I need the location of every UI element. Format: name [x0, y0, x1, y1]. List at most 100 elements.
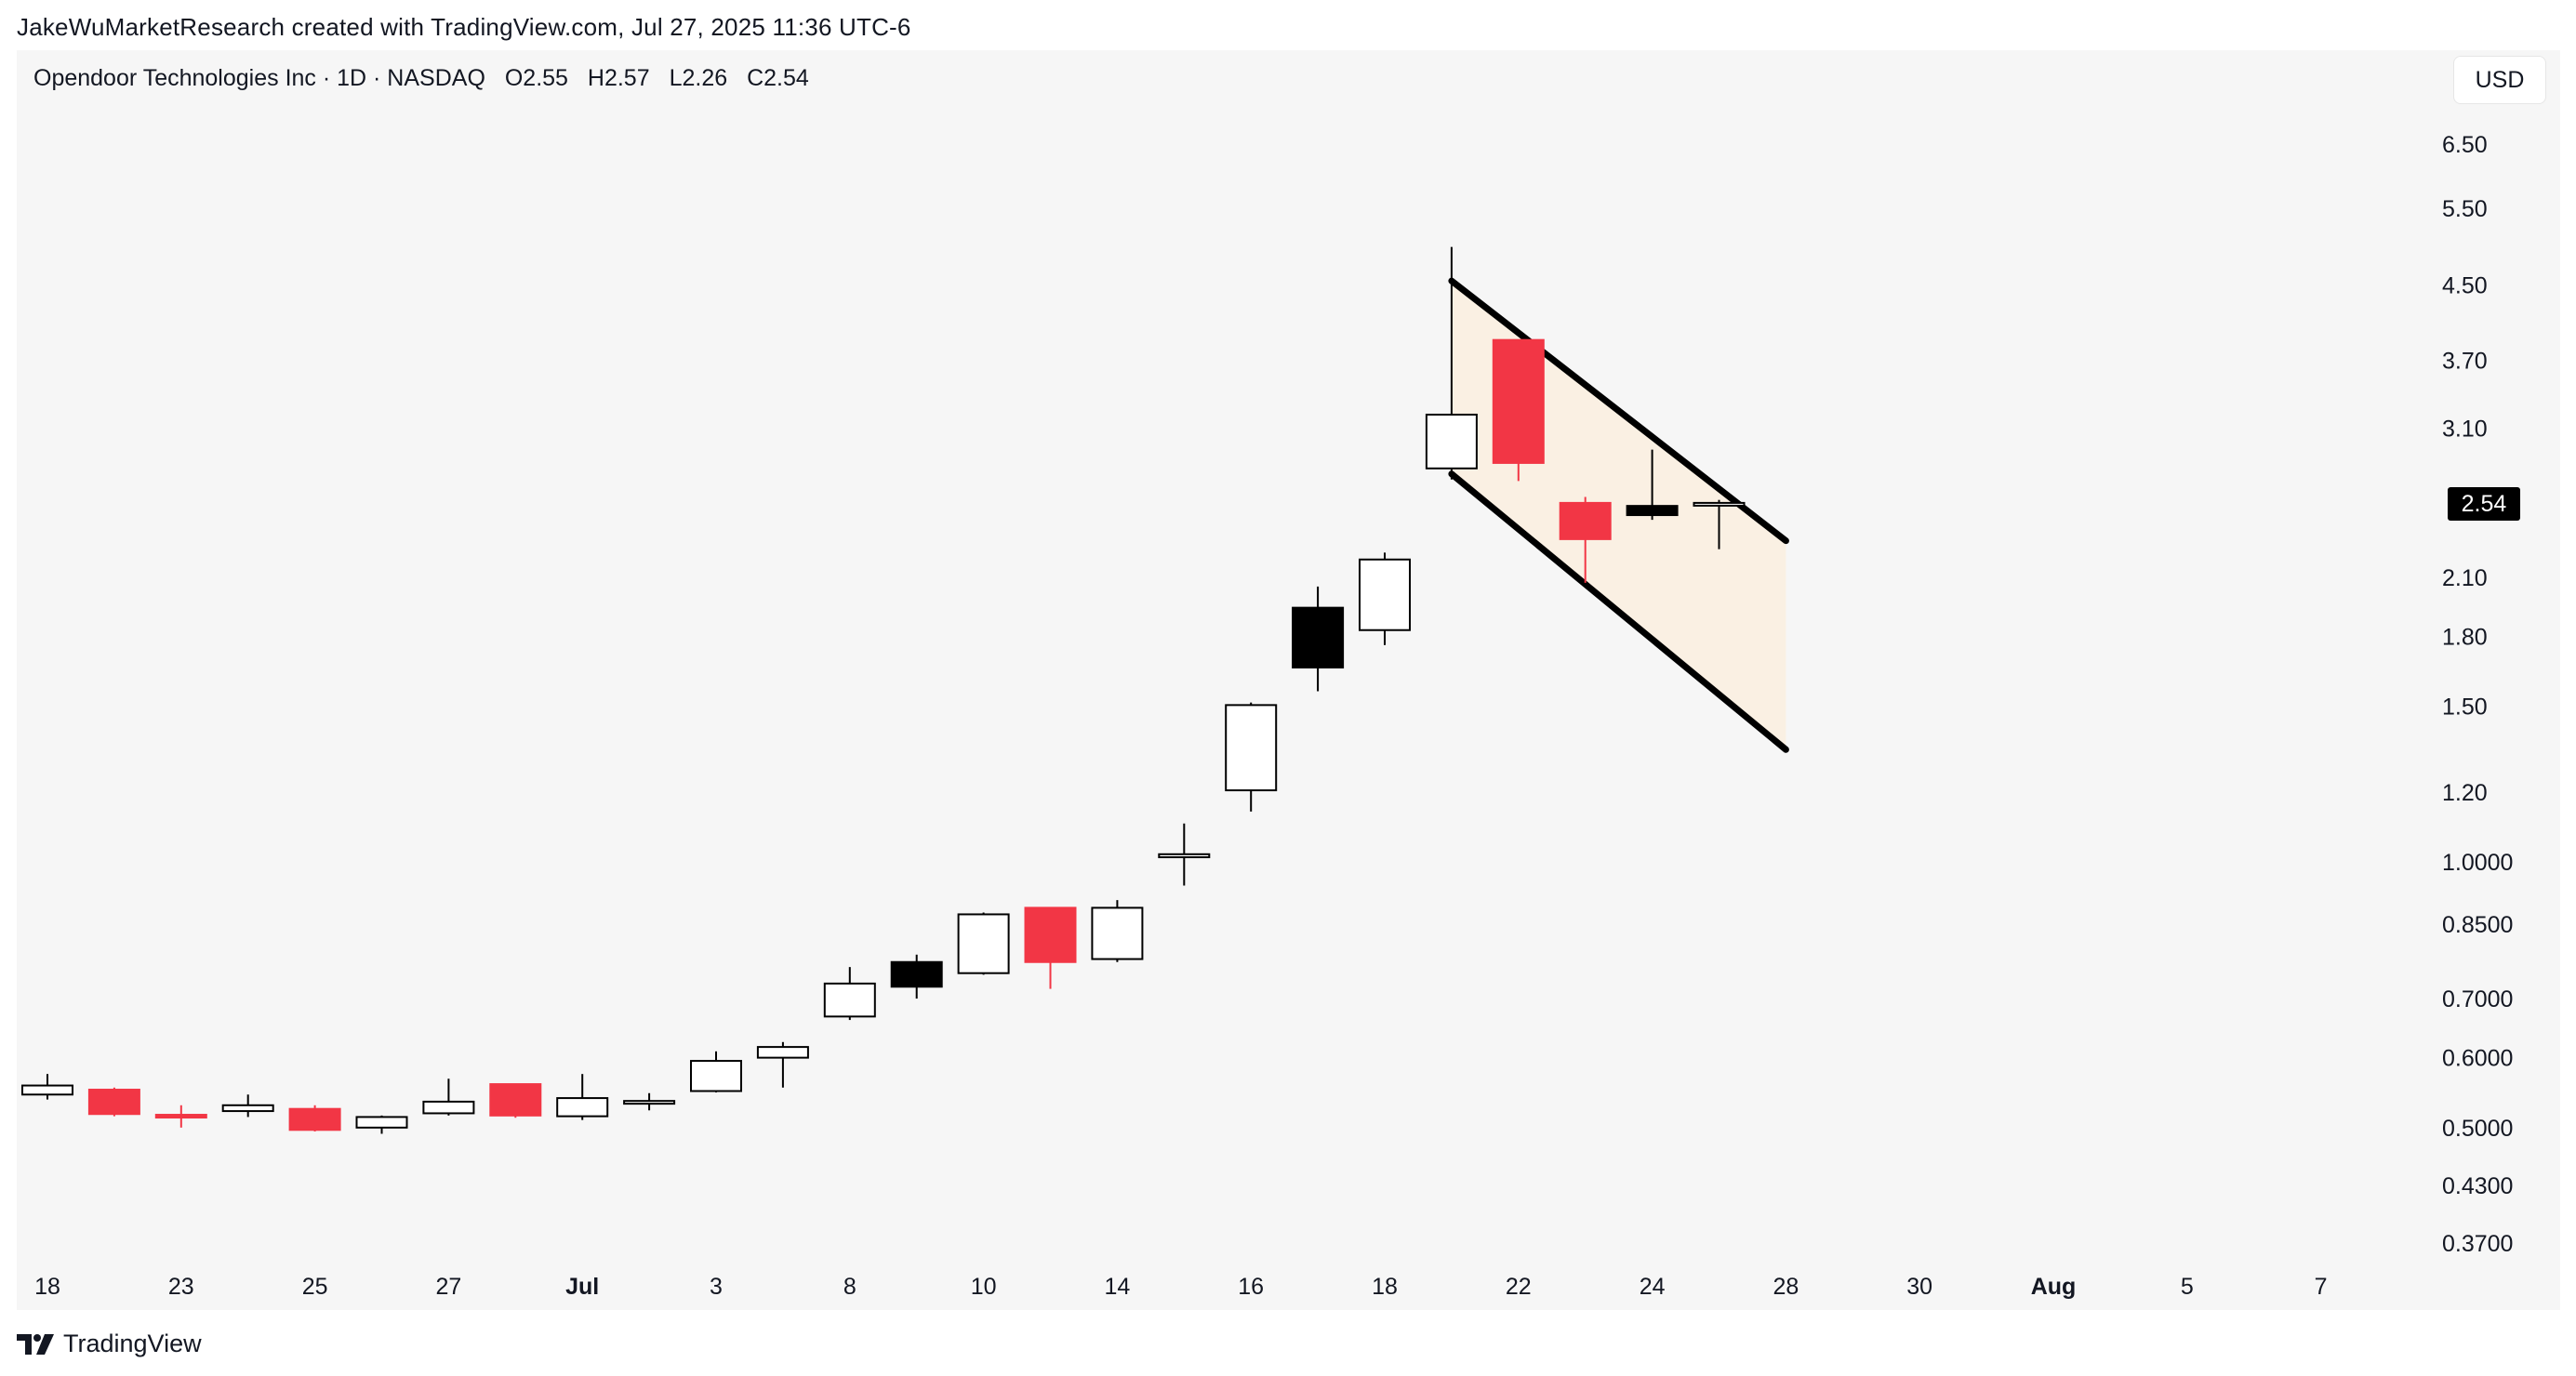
chart-panel[interactable]	[17, 50, 2560, 1310]
candle-body	[154, 1114, 207, 1119]
price-tick-label: 0.5000	[2442, 1116, 2513, 1142]
candle	[690, 1051, 742, 1093]
price-tick-label: 0.7000	[2442, 986, 2513, 1012]
date-tick-label: Jul	[565, 1274, 599, 1300]
candle-body	[1425, 413, 1478, 470]
date-axis: 18 23 25 27 Jul 3 8 10 14 16 18 22 24 28 30 Aug 5 7	[34, 1274, 2327, 1300]
candle-body	[823, 982, 876, 1018]
price-tick-label: 4.50	[2442, 273, 2488, 299]
legend-open: O2.55	[504, 65, 568, 91]
candle	[1359, 552, 1411, 645]
price-tick-label: 5.50	[2442, 196, 2488, 222]
date-tick-label: 30	[1906, 1274, 1932, 1300]
candle-layer	[21, 246, 1746, 1134]
candle-body	[690, 1060, 742, 1092]
candle-body	[21, 1084, 73, 1096]
candle-body	[1091, 906, 1144, 960]
candle	[21, 1074, 73, 1100]
candle-body	[1626, 505, 1679, 517]
date-tick-label: 10	[971, 1274, 997, 1300]
date-tick-label: Aug	[2031, 1274, 2077, 1300]
last-price-label: 2.54	[2448, 487, 2520, 521]
candle-body	[87, 1089, 140, 1116]
candle	[1024, 906, 1077, 989]
price-axis: 6.50 5.50 4.50 3.70 3.10 2.10 1.80 1.50 1.20 1.00…	[2442, 132, 2513, 1257]
candle-body	[890, 960, 943, 988]
candle	[1158, 823, 1211, 886]
price-tick-label: 1.80	[2442, 625, 2488, 651]
candle	[756, 1041, 809, 1088]
candle-body	[756, 1046, 809, 1059]
candle	[823, 967, 876, 1021]
candle-body	[1225, 704, 1278, 792]
date-tick-label: 7	[2315, 1274, 2328, 1300]
candle	[623, 1092, 676, 1111]
date-tick-label: 24	[1640, 1274, 1666, 1300]
candle-body	[221, 1104, 274, 1113]
legend-close: C2.54	[747, 65, 809, 91]
candle-body	[355, 1116, 408, 1129]
price-tick-label: 3.10	[2442, 416, 2488, 442]
legend-low: L2.26	[669, 65, 728, 91]
candle	[890, 954, 943, 999]
candle-body	[556, 1097, 609, 1118]
candle	[355, 1115, 408, 1134]
candle-body	[288, 1107, 341, 1131]
candle	[1559, 496, 1612, 583]
date-tick-label: 25	[302, 1274, 328, 1300]
candle	[1492, 338, 1545, 482]
date-tick-label: 18	[34, 1274, 60, 1300]
legend-symbol: Opendoor Technologies Inc · 1D · NASDAQ	[33, 65, 485, 91]
candle-body	[1492, 338, 1545, 464]
tradingview-brand: TradingView	[63, 1330, 202, 1357]
tradingview-logo[interactable]: TradingView	[17, 1330, 202, 1358]
candle	[422, 1078, 475, 1116]
candle	[489, 1083, 542, 1118]
channel-upper-line	[1448, 277, 1789, 545]
price-tick-label: 0.4300	[2442, 1173, 2513, 1199]
candle	[957, 912, 1010, 975]
candle-body	[1158, 853, 1211, 859]
candle-body	[1693, 501, 1746, 507]
candle-body	[957, 913, 1010, 974]
price-tick-label: 6.50	[2442, 132, 2488, 158]
candle	[1292, 586, 1345, 692]
candle	[556, 1074, 609, 1120]
date-tick-label: 5	[2181, 1274, 2194, 1300]
candle-body	[422, 1100, 475, 1115]
legend-high: H2.57	[587, 65, 650, 91]
candle	[1091, 900, 1144, 962]
date-tick-label: 23	[168, 1274, 194, 1300]
candle	[1693, 499, 1746, 549]
candle-body	[489, 1083, 542, 1117]
currency-button[interactable]: USD	[2453, 56, 2546, 104]
candle	[1425, 246, 1478, 480]
price-tick-label: 2.10	[2442, 565, 2488, 591]
candle	[87, 1087, 140, 1117]
candle-body	[1559, 501, 1612, 540]
candle	[221, 1094, 274, 1118]
date-tick-label: 28	[1773, 1274, 1799, 1300]
candle-body	[1292, 606, 1345, 668]
candle-body	[1359, 558, 1411, 631]
price-tick-label: 0.8500	[2442, 912, 2513, 938]
candle	[1225, 702, 1278, 812]
chart-caption: JakeWuMarketResearch created with Tradin…	[17, 13, 911, 41]
date-tick-label: 27	[435, 1274, 461, 1300]
candle	[288, 1105, 341, 1131]
price-tick-label: 1.0000	[2442, 850, 2513, 876]
price-tick-label: 1.20	[2442, 780, 2488, 806]
candle-body	[623, 1100, 676, 1105]
channel-lower-line	[1448, 470, 1789, 753]
price-tick-label: 0.3700	[2442, 1231, 2513, 1257]
candle-body	[1024, 906, 1077, 963]
price-tick-label: 1.50	[2442, 695, 2488, 721]
date-tick-label: 14	[1104, 1274, 1130, 1300]
candle	[154, 1105, 207, 1128]
date-tick-label: 18	[1372, 1274, 1398, 1300]
price-tick-label: 0.6000	[2442, 1046, 2513, 1072]
date-tick-label: 3	[710, 1274, 723, 1300]
date-tick-label: 22	[1506, 1274, 1532, 1300]
symbol-legend: Opendoor Technologies Inc · 1D · NASDAQ …	[33, 65, 822, 92]
